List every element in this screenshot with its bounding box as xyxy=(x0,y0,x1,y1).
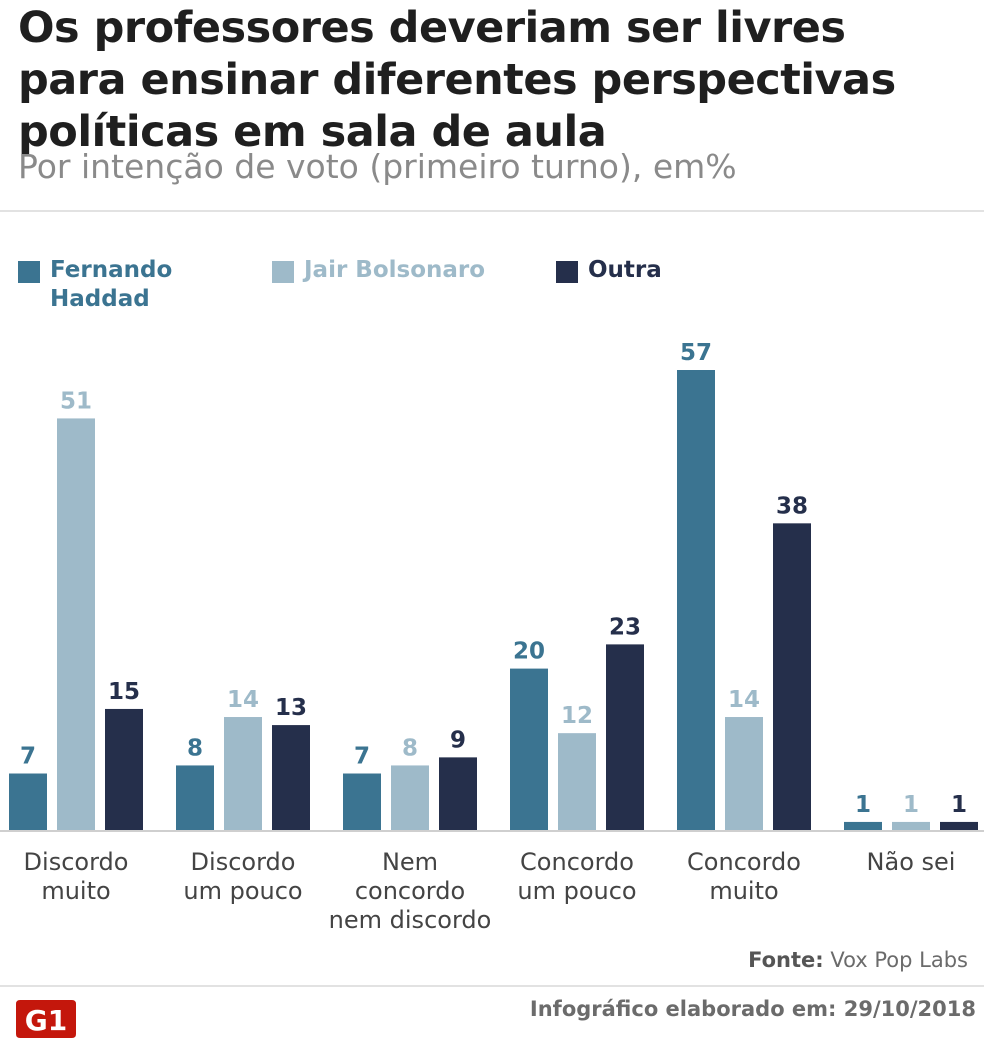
bar xyxy=(272,725,310,830)
data-label: 8 xyxy=(187,735,203,761)
data-label: 1 xyxy=(855,792,871,818)
bar xyxy=(510,668,548,830)
header-divider xyxy=(0,210,984,212)
footer-date-note: Infográfico elaborado em: 29/10/2018 xyxy=(530,997,976,1021)
category-label: Concordo xyxy=(520,848,634,876)
data-label: 7 xyxy=(20,744,36,770)
legend-swatch-bolsonaro xyxy=(272,261,294,283)
source-value: Vox Pop Labs xyxy=(830,948,968,972)
footer-label: Infográfico elaborado em: xyxy=(529,997,837,1021)
legend-swatch-haddad xyxy=(18,261,40,283)
bar xyxy=(892,821,930,830)
category-label: um pouco xyxy=(183,877,302,905)
g1-logo: G1 xyxy=(16,1000,76,1038)
data-label: 20 xyxy=(513,639,545,665)
data-label: 14 xyxy=(227,687,259,713)
data-label: 12 xyxy=(561,703,593,729)
bar xyxy=(558,733,596,830)
logo-background xyxy=(16,1000,76,1038)
bar xyxy=(725,717,763,830)
data-label: 57 xyxy=(680,340,712,366)
data-label: 14 xyxy=(728,687,760,713)
bar xyxy=(606,644,644,830)
bar xyxy=(773,523,811,830)
bar xyxy=(105,708,143,830)
footer-divider xyxy=(0,985,984,987)
bar xyxy=(9,773,47,830)
category-label: Concordo xyxy=(687,848,801,876)
category-label: um pouco xyxy=(517,877,636,905)
legend-swatch-outra xyxy=(556,261,578,283)
legend-label-outra: Outra xyxy=(588,257,662,283)
bar xyxy=(343,773,381,830)
chart-subtitle: Por intenção de voto (primeiro turno), e… xyxy=(18,147,737,186)
category-label: nem discordo xyxy=(329,906,492,934)
data-label: 9 xyxy=(450,727,466,753)
bar xyxy=(439,757,477,830)
legend-label-haddad: Fernando Haddad xyxy=(50,257,173,312)
category-label: muito xyxy=(709,877,778,905)
bar xyxy=(677,370,715,830)
logo-text: G1 xyxy=(25,1004,67,1037)
title-line-3: políticas em sala de aula xyxy=(18,107,607,157)
category-label: Discordo xyxy=(191,848,296,876)
bar xyxy=(391,765,429,830)
chart-title: Os professores deveriam ser livres para … xyxy=(18,2,968,158)
category-label: Discordo xyxy=(24,848,129,876)
bar xyxy=(940,821,978,830)
title-line-1: Os professores deveriam ser livres xyxy=(18,3,846,53)
category-label: concordo xyxy=(355,877,465,905)
footer-date: 29/10/2018 xyxy=(843,997,976,1021)
data-label: 7 xyxy=(354,744,370,770)
data-label: 51 xyxy=(60,388,92,414)
source-note: Fonte: Vox Pop Labs xyxy=(748,948,968,972)
data-label: 23 xyxy=(609,614,641,640)
bar xyxy=(224,717,262,830)
data-label: 1 xyxy=(951,792,967,818)
data-label: 8 xyxy=(402,735,418,761)
legend-label-bolsonaro: Jair Bolsonaro xyxy=(304,257,486,283)
bar xyxy=(844,821,882,830)
bar xyxy=(57,418,95,830)
category-label: Nem xyxy=(382,848,438,876)
category-label: Não sei xyxy=(867,848,956,876)
data-label: 13 xyxy=(275,695,307,721)
bar xyxy=(176,765,214,830)
title-line-2: para ensinar diferentes perspectivas xyxy=(18,55,896,105)
data-label: 1 xyxy=(903,792,919,818)
data-label: 15 xyxy=(108,679,140,705)
legend-item-haddad: Fernando Haddad xyxy=(18,256,190,314)
legend-item-bolsonaro: Jair Bolsonaro xyxy=(272,256,485,285)
category-label: muito xyxy=(41,877,110,905)
legend-item-outra: Outra xyxy=(556,256,662,285)
source-label: Fonte: xyxy=(748,948,824,972)
data-label: 38 xyxy=(776,493,808,519)
